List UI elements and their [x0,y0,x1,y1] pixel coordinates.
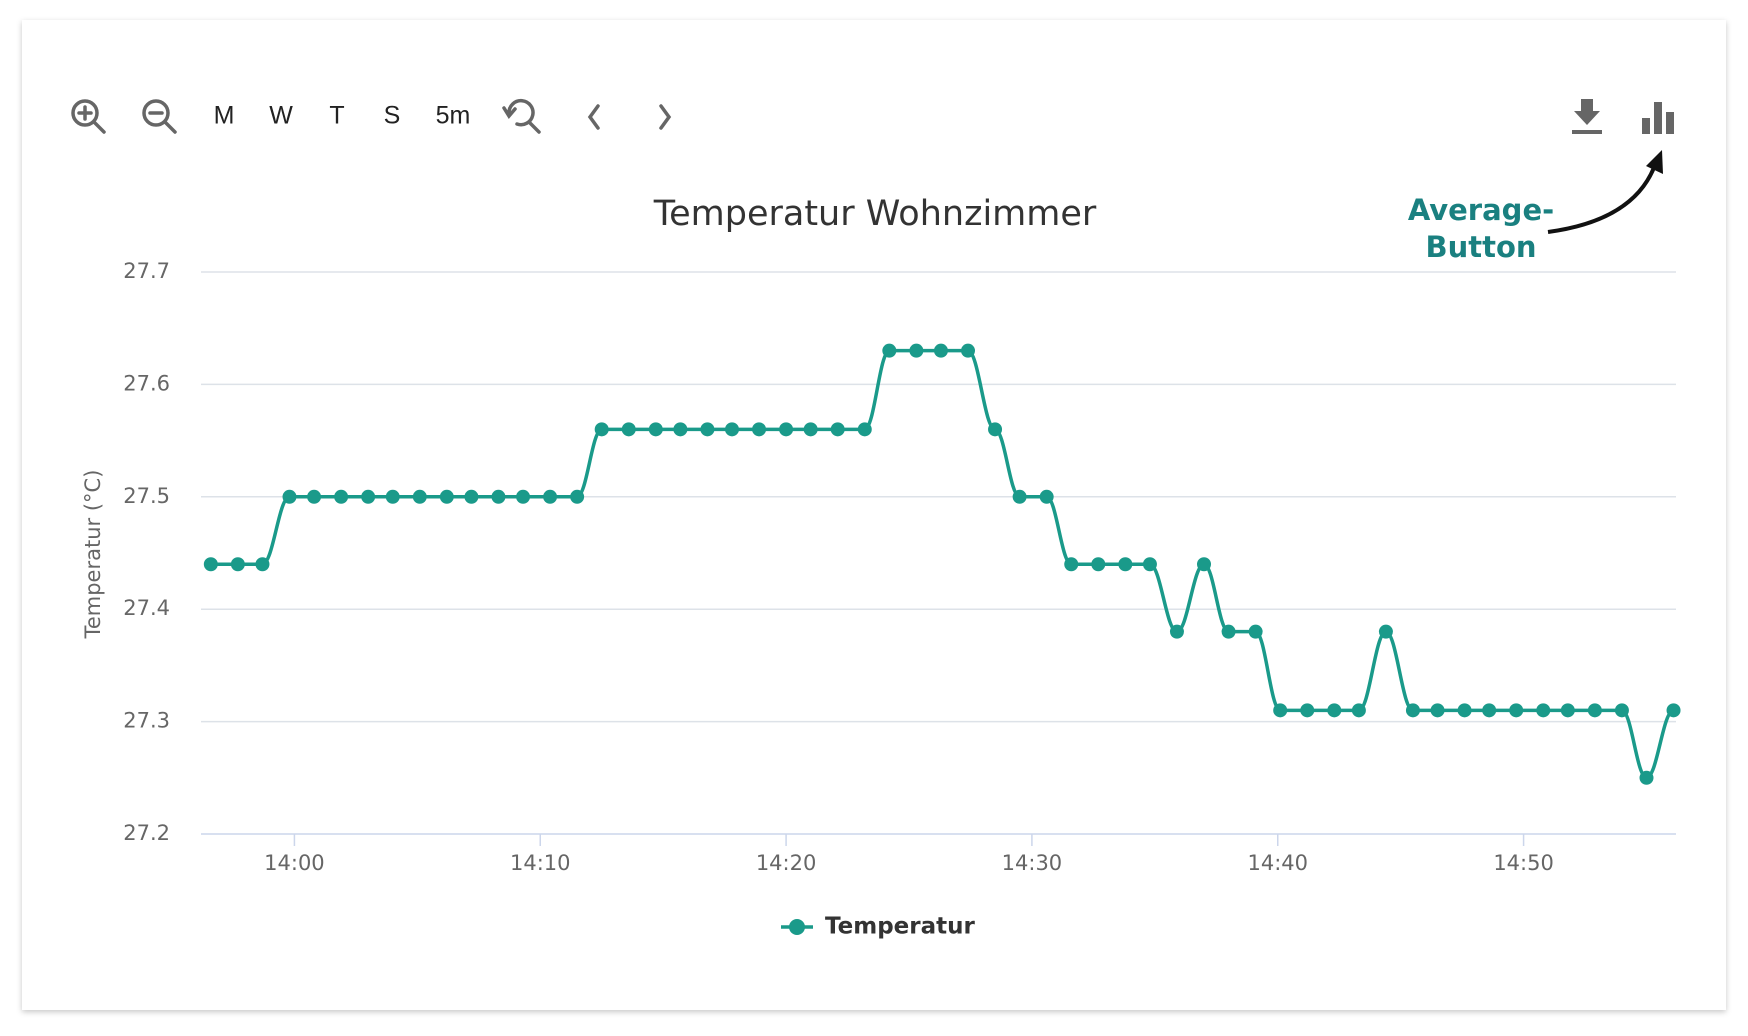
range-button[interactable]: M [214,102,235,130]
data-point [516,489,531,504]
data-point [1039,489,1054,504]
data-point [830,422,845,437]
data-point [230,557,245,572]
data-point [1536,703,1551,718]
data-point [1142,557,1157,572]
annotation-arrow [1547,164,1657,234]
data-point [857,422,872,437]
data-point [1327,703,1342,718]
data-point [255,557,270,572]
data-point [648,422,663,437]
data-point [1118,557,1133,572]
data-point [933,343,948,358]
data-point [570,489,585,504]
data-point [909,343,924,358]
data-point [439,489,454,504]
data-point [882,343,897,358]
data-point [752,422,767,437]
data-point [1351,703,1366,718]
data-point [1012,489,1027,504]
x-tick-label: 14:40 [1247,851,1308,875]
next-button[interactable] [659,104,672,130]
data-point [1614,703,1629,718]
y-tick-label: 27.6 [123,371,170,395]
data-point [1587,703,1602,718]
y-tick-label: 27.2 [123,821,170,845]
data-point [725,422,739,437]
chart-title: Temperatur Wohnzimmer [653,194,1097,234]
data-point [361,489,376,504]
annotation-text: Button [1425,230,1536,264]
download-button[interactable] [1572,99,1602,134]
data-point [1482,703,1497,718]
data-point [1064,557,1079,572]
data-point [1639,770,1654,785]
data-point [1197,557,1211,572]
data-point [543,489,558,504]
legend-label[interactable]: Temperatur [825,914,975,940]
y-tick-label: 27.5 [123,484,170,508]
data-point [673,422,688,437]
range-button[interactable]: T [329,102,344,130]
data-point [1457,703,1472,718]
data-point [1405,703,1420,718]
data-point [203,557,218,572]
previous-button[interactable] [587,104,600,130]
annotation-text: Average- [1408,193,1554,227]
x-tick-label: 14:30 [1002,851,1063,875]
y-tick-label: 27.3 [123,709,170,733]
zoom-out-button[interactable] [142,99,177,134]
range-button[interactable]: 5m [436,102,471,130]
data-point [1300,703,1315,718]
legend-marker[interactable] [789,919,805,935]
data-point [1430,703,1445,718]
data-point [1273,703,1288,718]
data-point [334,489,349,504]
data-point [1378,624,1393,639]
data-point [988,422,1003,437]
zoom-in-button[interactable] [71,99,106,134]
data-point [307,489,322,504]
range-button[interactable]: W [269,102,293,130]
data-point [412,489,427,504]
data-point [1248,624,1263,639]
data-point [1560,703,1575,718]
average-button[interactable] [1642,102,1674,134]
annotation-arrowhead [1646,150,1663,174]
card [22,20,1726,1010]
data-point [1091,557,1106,572]
data-point [779,422,794,437]
data-point [464,489,479,504]
range-button[interactable]: S [384,102,401,130]
data-point [282,489,297,504]
data-point [1169,624,1184,639]
y-tick-label: 27.7 [123,259,170,283]
data-point [385,489,400,504]
data-point [1666,703,1681,718]
y-axis-title: Temperatur (°C) [81,470,105,640]
data-point [961,343,975,358]
y-tick-label: 27.4 [123,596,170,620]
data-point [803,422,818,437]
x-tick-label: 14:50 [1493,851,1554,875]
data-point [1221,624,1236,639]
data-point [1509,703,1524,718]
data-point [491,489,506,504]
x-tick-label: 14:10 [510,851,571,875]
reset-zoom-button[interactable] [502,98,541,134]
x-tick-label: 14:00 [264,851,325,875]
data-point [700,422,715,437]
data-point [594,422,609,437]
x-tick-label: 14:20 [756,851,817,875]
data-point [621,422,636,437]
